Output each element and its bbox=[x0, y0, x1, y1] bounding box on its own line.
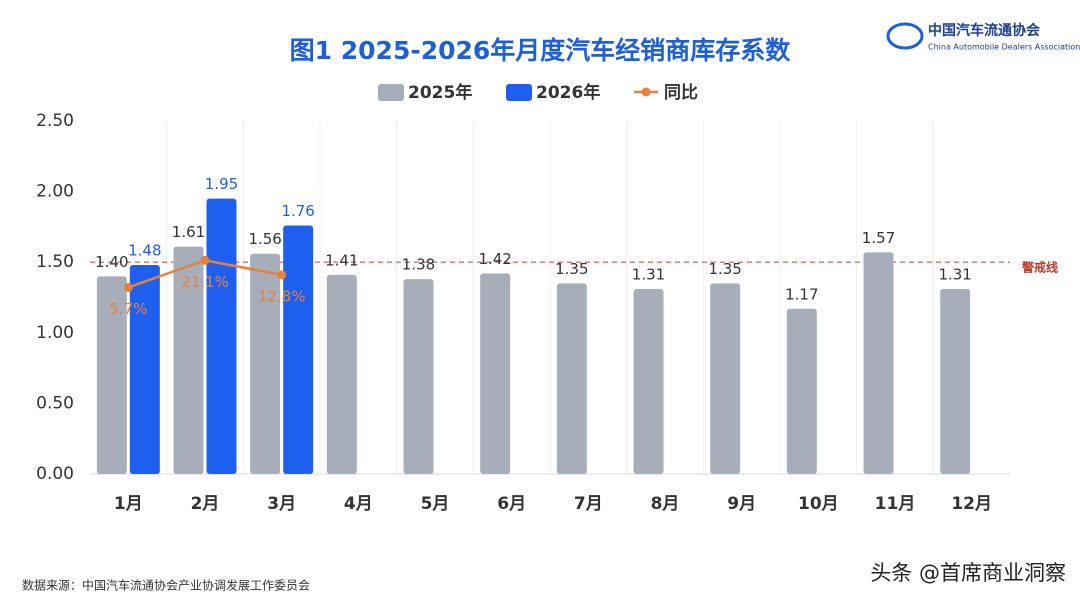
data-label: 1.40 bbox=[95, 253, 128, 271]
x-tick-label: 6月 bbox=[497, 494, 526, 514]
bar bbox=[710, 283, 741, 474]
data-label: 5.7% bbox=[109, 300, 147, 318]
data-label: 1.57 bbox=[862, 229, 895, 247]
y-tick-label: 1.00 bbox=[36, 323, 74, 343]
bar bbox=[283, 225, 314, 474]
reference-label: 警戒线 bbox=[1021, 260, 1058, 275]
x-tick-label: 10月 bbox=[798, 494, 839, 514]
data-label: 1.95 bbox=[205, 175, 238, 193]
line-point bbox=[200, 255, 210, 265]
x-tick-label: 12月 bbox=[951, 494, 992, 514]
x-tick-label: 4月 bbox=[344, 494, 373, 514]
line-point bbox=[123, 282, 133, 292]
y-tick-label: 0.50 bbox=[36, 393, 74, 413]
x-tick-label: 2月 bbox=[191, 494, 220, 514]
watermark: 头条 @首席商业洞察 bbox=[870, 561, 1066, 585]
logo-name: 中国汽车流通协会 bbox=[928, 22, 1041, 39]
legend-swatch bbox=[506, 84, 532, 101]
bar bbox=[206, 198, 237, 474]
bar bbox=[326, 274, 357, 474]
y-tick-label: 0.00 bbox=[36, 464, 74, 484]
bar bbox=[786, 308, 817, 474]
bar bbox=[480, 273, 511, 474]
bar bbox=[96, 276, 127, 474]
data-label: 1.35 bbox=[555, 260, 588, 278]
data-label: 1.48 bbox=[128, 242, 161, 260]
bar bbox=[556, 283, 587, 474]
data-label: 1.31 bbox=[632, 266, 665, 284]
data-label: 1.17 bbox=[785, 285, 818, 303]
bar bbox=[633, 289, 664, 474]
x-tick-label: 3月 bbox=[267, 494, 296, 514]
source-note: 数据来源：中国汽车流通协会产业协调发展工作委员会 bbox=[22, 578, 310, 593]
logo-english: China Automobile Dealers Association bbox=[928, 43, 1080, 52]
bar bbox=[940, 289, 971, 474]
bar bbox=[173, 246, 204, 474]
data-label: 1.61 bbox=[172, 223, 205, 241]
data-label: 12.8% bbox=[258, 287, 306, 305]
y-tick-label: 2.00 bbox=[36, 182, 74, 202]
data-label: 1.31 bbox=[938, 266, 971, 284]
bar bbox=[863, 252, 894, 474]
y-tick-label: 2.50 bbox=[36, 111, 74, 131]
data-label: 1.42 bbox=[478, 250, 511, 268]
data-label: 1.38 bbox=[402, 256, 435, 274]
data-label: 1.56 bbox=[248, 230, 281, 248]
chart-title: 图1 2025-2026年月度汽车经销商库存系数 bbox=[290, 36, 792, 65]
x-tick-label: 7月 bbox=[574, 494, 603, 514]
x-tick-label: 5月 bbox=[421, 494, 450, 514]
bar bbox=[250, 253, 281, 474]
x-tick-label: 11月 bbox=[875, 494, 916, 514]
y-tick-label: 1.50 bbox=[36, 252, 74, 272]
legend-label: 2026年 bbox=[536, 82, 600, 103]
x-tick-label: 8月 bbox=[651, 494, 680, 514]
x-tick-label: 9月 bbox=[727, 494, 756, 514]
bar bbox=[403, 279, 434, 474]
line-point bbox=[277, 270, 287, 280]
legend-swatch bbox=[641, 87, 651, 97]
data-label: 21.1% bbox=[181, 273, 229, 291]
legend-swatch bbox=[378, 84, 404, 101]
data-label: 1.35 bbox=[708, 260, 741, 278]
logo-icon bbox=[886, 22, 924, 50]
x-tick-label: 1月 bbox=[114, 494, 143, 514]
data-label: 1.41 bbox=[325, 251, 358, 269]
data-label: 1.76 bbox=[281, 202, 314, 220]
bar bbox=[129, 265, 160, 474]
legend-label: 2025年 bbox=[408, 82, 472, 103]
legend-label: 同比 bbox=[664, 82, 698, 103]
